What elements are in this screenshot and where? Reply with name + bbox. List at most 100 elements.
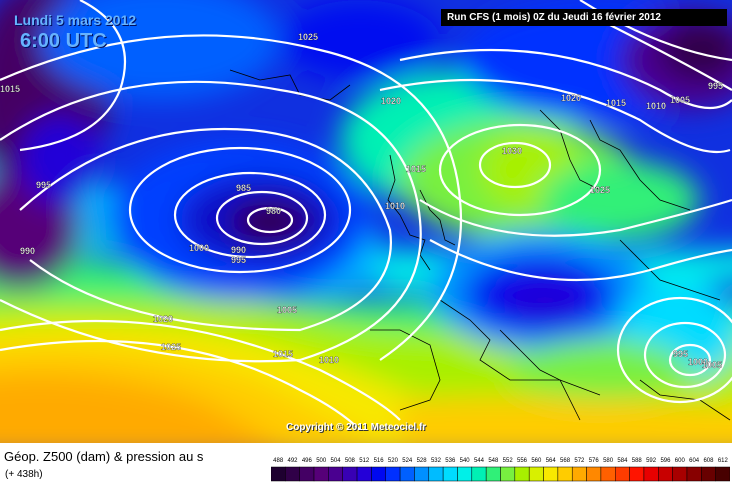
scale-swatch	[557, 466, 573, 482]
isobar-label: 985	[236, 183, 251, 193]
isobar-label: 1005	[670, 95, 690, 105]
scale-swatch	[643, 466, 659, 482]
scale-label: 536	[445, 458, 456, 464]
scale-label: 488	[273, 458, 284, 464]
scale-swatch	[485, 466, 501, 482]
isobar-labels: 1025 1015 1020 1020 1015 1010 1005 995 1030 1015 1…	[0, 32, 723, 370]
scale-swatch	[299, 466, 315, 482]
scale-swatch	[528, 466, 544, 482]
scale-swatch	[313, 466, 329, 482]
isobar-label: 1020	[381, 96, 401, 106]
scale-label: 588	[632, 458, 643, 464]
coastlines	[229, 69, 731, 421]
isobar-label: 1005	[277, 305, 297, 315]
scale-swatch	[385, 466, 401, 482]
scale-label: 612	[718, 458, 729, 464]
isobar-label: 1015	[0, 84, 20, 94]
scale-swatch	[457, 466, 473, 482]
isobar-label: 990	[20, 246, 35, 256]
scale-label: 548	[488, 458, 499, 464]
isobar-label: 1015	[606, 98, 626, 108]
scale-label: 552	[503, 458, 514, 464]
scale-label: 520	[388, 458, 399, 464]
scale-label: 524	[402, 458, 413, 464]
scale-label: 604	[689, 458, 700, 464]
forecast-date: Lundi 5 mars 2012	[14, 12, 137, 28]
isobar-label: 1025	[590, 185, 610, 195]
scale-label: 608	[703, 458, 714, 464]
scale-label: 592	[646, 458, 657, 464]
isobar-label: 1010	[646, 101, 666, 111]
scale-label: 532	[431, 458, 442, 464]
scale-swatch	[399, 466, 415, 482]
scale-label: 492	[288, 458, 299, 464]
isobar-label: 995	[231, 255, 246, 265]
scale-label: 584	[617, 458, 628, 464]
scale-swatch	[356, 466, 372, 482]
scale-label: 596	[660, 458, 671, 464]
scale-swatch	[471, 466, 487, 482]
scale-label: 568	[560, 458, 571, 464]
isobar-label: 1000	[189, 243, 209, 253]
isobar-label: 995	[36, 180, 51, 190]
forecast-time: 6:00 UTC	[20, 30, 107, 52]
color-scale: 488 492 496 500 504 508 512 516 520 524 528 532 536 5…	[271, 458, 730, 482]
scale-swatch	[428, 466, 444, 482]
scale-swatch	[600, 466, 616, 482]
scale-swatch	[500, 466, 516, 482]
isobar-label: 1015	[273, 349, 293, 359]
scale-label: 500	[316, 458, 327, 464]
isobar-label: 990	[231, 245, 246, 255]
isobar-label: 980	[266, 206, 281, 216]
scale-swatch	[514, 466, 530, 482]
scale-swatch	[414, 466, 430, 482]
isobar-label: 995	[673, 349, 688, 359]
scale-swatch	[442, 466, 458, 482]
scale-label: 600	[675, 458, 686, 464]
scale-swatch	[328, 466, 343, 482]
scale-label: 580	[603, 458, 614, 464]
isobar-label: 1005	[702, 360, 722, 370]
isobar-label: 1025	[161, 342, 181, 352]
scale-swatch	[342, 466, 358, 482]
map-title: Géop. Z500 (dam) & pression au s	[4, 449, 204, 464]
isobar-label: 1030	[502, 146, 522, 156]
scale-swatch	[615, 466, 630, 482]
geopotential-map: 1025 1015 1020 1020 1015 1010 1005 995 1030 1015 1…	[0, 0, 732, 443]
scale-swatch	[686, 466, 702, 482]
scale-label: 544	[474, 458, 485, 464]
isobar-label: 1000	[688, 357, 708, 367]
scale-label: 564	[546, 458, 557, 464]
scale-label: 576	[589, 458, 600, 464]
scale-swatch	[658, 466, 673, 482]
isobar-label: 995	[708, 81, 723, 91]
scale-swatch	[271, 466, 286, 482]
scale-label: 560	[531, 458, 542, 464]
isobar-label: 1020	[153, 314, 173, 324]
isobar-label: 1015	[406, 164, 426, 174]
scale-label: 572	[574, 458, 585, 464]
forecast-hours: (+ 438h)	[5, 469, 43, 480]
run-info: Run CFS (1 mois) 0Z du Jeudi 16 février …	[441, 9, 727, 26]
scale-swatch	[571, 466, 587, 482]
scale-label: 496	[302, 458, 313, 464]
scale-label: 528	[417, 458, 428, 464]
isobar-label: 1010	[385, 201, 405, 211]
scale-swatch	[672, 466, 688, 482]
copyright: Copyright © 2011 Meteociel.fr	[286, 422, 427, 433]
scale-label: 540	[460, 458, 471, 464]
scale-label: 556	[517, 458, 528, 464]
scale-swatch	[629, 466, 645, 482]
color-field	[0, 0, 732, 443]
scale-label: 512	[359, 458, 370, 464]
scale-swatch	[543, 466, 559, 482]
scale-swatch	[285, 466, 300, 482]
scale-swatch	[715, 466, 730, 482]
isobar-label: 1020	[561, 93, 581, 103]
scale-label: 508	[345, 458, 356, 464]
scale-swatch	[371, 466, 386, 482]
isobar-label: 1025	[298, 32, 318, 42]
scale-swatch	[586, 466, 602, 482]
isobar-lines	[0, 0, 732, 431]
scale-swatch	[701, 466, 716, 482]
